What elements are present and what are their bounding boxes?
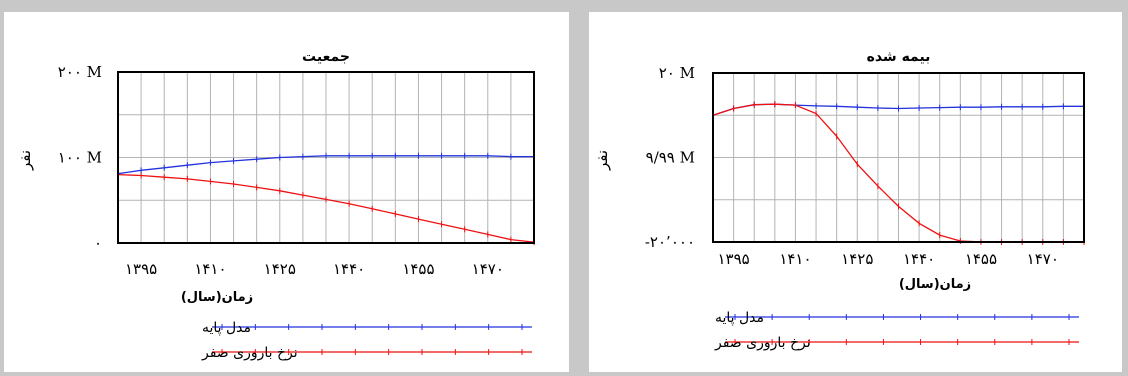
x-tick-label: ۱۴۱۰ [194, 260, 226, 278]
plot-frame [712, 72, 1085, 243]
x-tick-label: ۱۳۹۵ [717, 250, 749, 268]
legend-label: نرخ باروری صفر [201, 345, 298, 361]
x-tick-label: ۱۴۱۰ [779, 250, 811, 268]
x-tick-label: ۱۴۷۰ [472, 260, 504, 278]
x-tick-label: ۱۴۲۵ [841, 250, 873, 268]
chart-panel-insured: بیمه شده ۲۰ M ۹/۹۹ M -۲۰٬۰۰۰ ۱۳۹۵ ۱۴۱۰ ۱۴۲۵ ۱۴۴… [589, 12, 1122, 372]
y-axis-label: نفر [593, 150, 611, 171]
y-axis-label: نفر [16, 150, 34, 171]
x-axis-label: زمان(سال) [899, 277, 971, 292]
chart-title: جمعیت [302, 49, 350, 65]
chart-panel-population: جمعیت ۲۰۰ M ۱۰۰ M ۰ ۱۳۹۵ ۱۴۱۰ ۱۴۲۵ ۱۴۴۰ ۱۴۵۵ ۱۴۷۰… [4, 12, 569, 372]
x-tick-label: ۱۴۲۵ [264, 260, 296, 278]
x-tick-label: ۱۴۴۰ [333, 260, 365, 278]
x-tick-label: ۱۳۹۵ [125, 260, 157, 278]
y-tick-label: ۲۰۰ M [58, 63, 102, 81]
legend-label: مدل پایه [202, 320, 251, 336]
plot-frame [117, 71, 535, 244]
legend-label: مدل پایه [715, 310, 764, 326]
y-tick-label: ۰ [94, 234, 102, 252]
chart-title: بیمه شده [867, 49, 931, 65]
x-tick-label: ۱۴۵۵ [965, 250, 997, 268]
x-tick-label: ۱۴۵۵ [402, 260, 434, 278]
legend-label: نرخ باروری صفر [714, 335, 811, 351]
x-tick-label: ۱۴۷۰ [1027, 250, 1059, 268]
population-chart: جمعیت ۲۰۰ M ۱۰۰ M ۰ ۱۳۹۵ ۱۴۱۰ ۱۴۲۵ ۱۴۴۰ ۱۴۵۵ ۱۴۷۰… [16, 49, 535, 361]
y-tick-label: -۲۰٬۰۰۰ [645, 233, 695, 251]
y-tick-label: ۹/۹۹ M [646, 149, 695, 167]
y-tick-label: ۱۰۰ M [58, 149, 102, 167]
x-axis-label: زمان(سال) [181, 290, 253, 305]
insured-chart: بیمه شده ۲۰ M ۹/۹۹ M -۲۰٬۰۰۰ ۱۳۹۵ ۱۴۱۰ ۱۴۲۵ ۱۴۴… [593, 49, 1085, 351]
x-tick-label: ۱۴۴۰ [903, 250, 935, 268]
y-tick-label: ۲۰ M [659, 64, 695, 82]
